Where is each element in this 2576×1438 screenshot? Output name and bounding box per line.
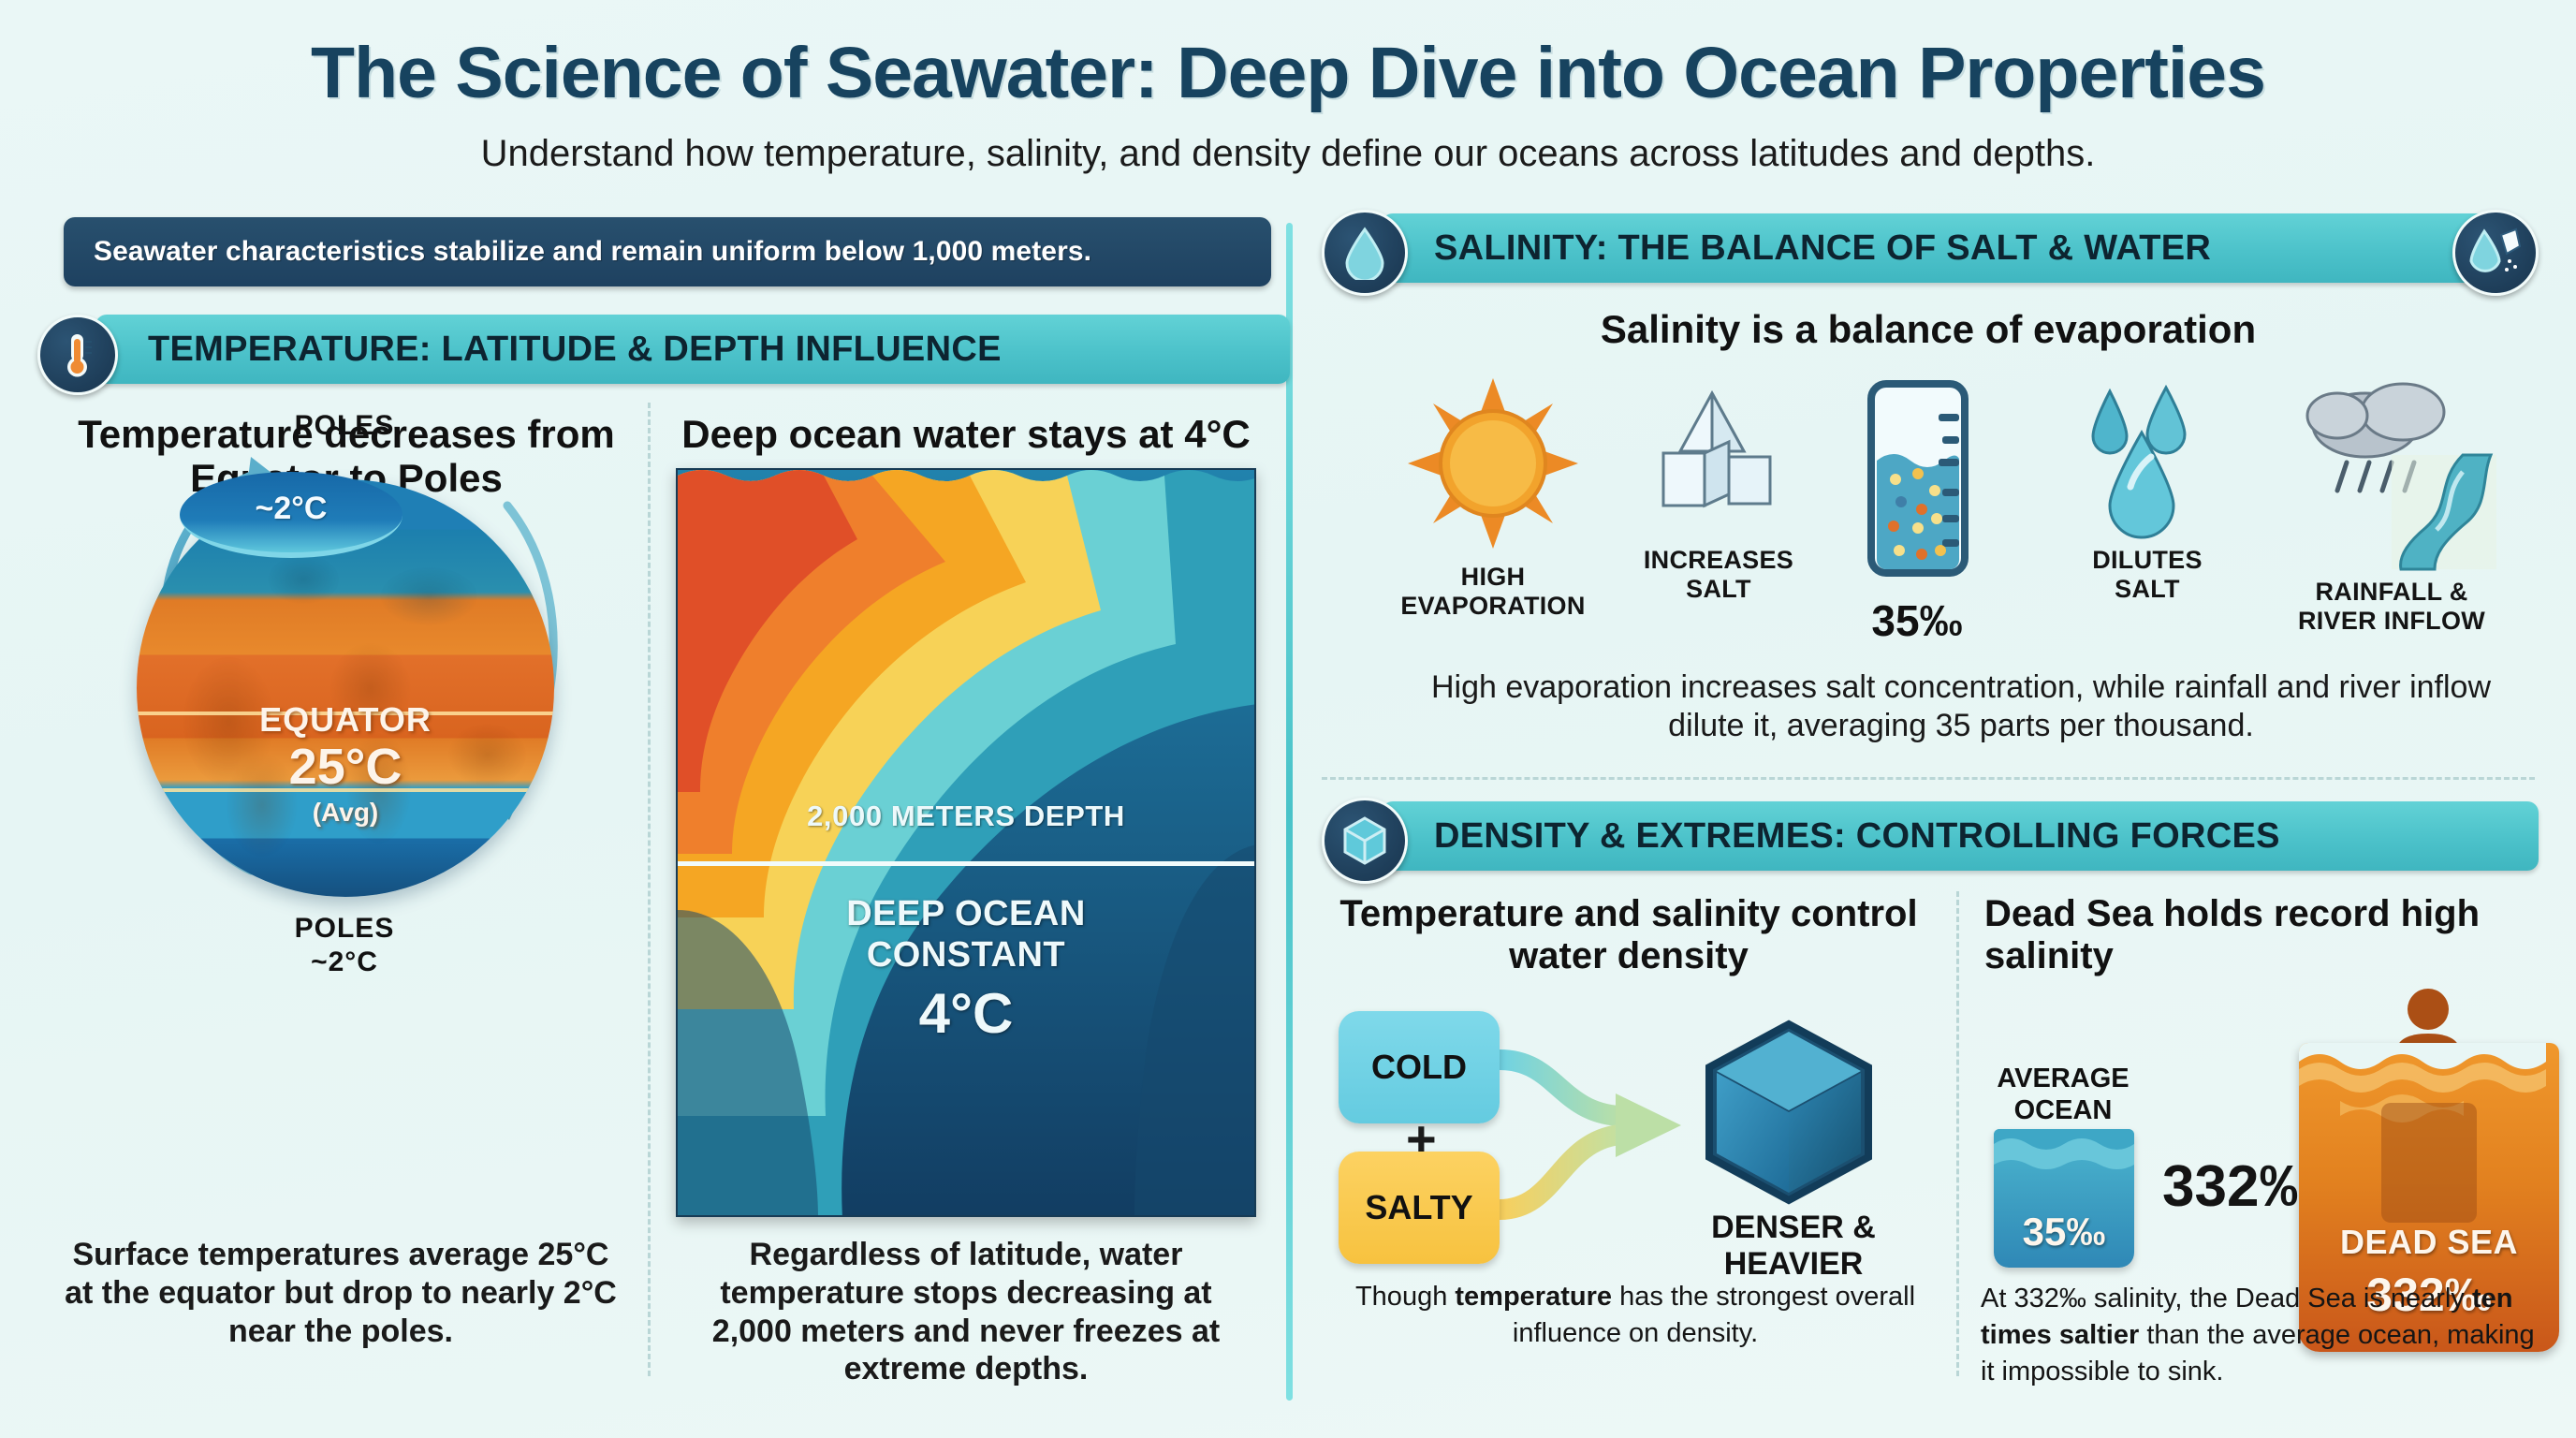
dead-sea-caption-pre: At 332‰ salinity, the Dead Sea is nearly <box>1981 1284 2472 1313</box>
equator-label: EQUATOR <box>259 700 432 739</box>
density-flow-diagram: COLD + SALTY DENSER & HEAVIER <box>1339 1011 1938 1282</box>
submerged-body-shadow <box>2381 1103 2477 1223</box>
dead-sea-caption: At 332‰ salinity, the Dead Sea is nearly… <box>1981 1281 2542 1390</box>
density-section-title: DENSITY & EXTREMES: CONTROLLING FORCES <box>1434 815 2280 856</box>
density-caption-pre: Though <box>1354 1282 1456 1312</box>
dead-sea-bar-value: 332‰ <box>2366 1269 2492 1321</box>
denser-heavier-label: DENSER & HEAVIER <box>1711 1210 1876 1283</box>
tropic-line-south <box>137 788 554 792</box>
deep-ocean-temperature: 4°C <box>918 982 1014 1046</box>
key-callout-banner: Seawater characteristics stabilize and r… <box>64 217 1271 286</box>
thermometer-icon <box>37 315 118 395</box>
column-divider <box>1286 223 1293 1401</box>
polar-cap: ~2°C <box>180 472 402 558</box>
dead-sea-bar: DEAD SEA 332‰ <box>2299 1043 2559 1352</box>
cube-icon <box>1322 798 1408 884</box>
dead-sea-caption-post: than the average ocean, making it imposs… <box>1981 1319 2535 1387</box>
poles-bottom-group: POLES ~2°C <box>82 912 607 979</box>
ocean-depth-diagram: 2,000 METERS DEPTH DEEP OCEAN CONSTANT 4… <box>676 468 1256 1217</box>
salinity-subheading: Salinity is a balance of evaporation <box>1600 307 2257 351</box>
salinity-density-divider <box>1322 777 2535 780</box>
cold-chip-label: COLD <box>1371 1048 1467 1086</box>
temperature-section-title: TEMPERATURE: LATITUDE & DEPTH INFLUENCE <box>148 329 1002 369</box>
temperature-section-header: TEMPERATURE: LATITUDE & DEPTH INFLUENCE <box>37 315 1290 395</box>
salty-chip: SALTY <box>1339 1152 1500 1264</box>
salinity-item-rainfall-river: RAINFALL & RIVER INFLOW <box>2256 374 2527 637</box>
density-caption: Though temperature has the strongest ove… <box>1340 1279 1930 1352</box>
density-caption-bold: temperature <box>1455 1282 1613 1312</box>
poles-bottom-temperature: ~2°C <box>311 946 378 977</box>
poles-top-label: POLES <box>294 410 395 441</box>
density-caption-post: has the strongest overall influence on d… <box>1512 1282 1916 1348</box>
salinity-caption: High evaporation increases salt concentr… <box>1430 669 2492 743</box>
deep-ocean-label-line1: DEEP OCEAN <box>846 894 1086 933</box>
dead-sea-bar-label: DEAD SEA <box>2339 1223 2519 1261</box>
dead-sea-comparison: AVERAGE OCEAN 35‰ 332‰ DEAD SEA 332‰ <box>1975 989 2574 1352</box>
salinity-item-dilutes-salt: DILUTES SALT <box>2037 382 2258 605</box>
globe-panel-caption: Surface temperatures average 25°C at the… <box>65 1237 617 1349</box>
poles-bottom-label: POLES <box>294 913 395 944</box>
temperature-section-bar: TEMPERATURE: LATITUDE & DEPTH INFLUENCE <box>95 315 1290 384</box>
density-panel-title: Temperature and salinity control water d… <box>1339 893 1918 976</box>
salinity-item-dilutes-salt-label: DILUTES SALT <box>2092 546 2203 604</box>
tropic-line-north <box>137 712 554 715</box>
equator-temperature-note: (Avg) <box>312 798 379 827</box>
poles-top-temperature: ~2°C <box>255 490 328 526</box>
depth-marker-line <box>678 861 1254 866</box>
salt-shaker-icon <box>2452 210 2539 296</box>
page-subtitle: Understand how temperature, salinity, an… <box>480 133 2096 174</box>
salinity-section-title: SALINITY: THE BALANCE OF SALT & WATER <box>1434 227 2212 268</box>
ocean-layers <box>678 470 1254 1215</box>
water-drop-icon <box>1322 210 1408 296</box>
salinity-item-increases-salt-label: INCREASES SALT <box>1643 546 1794 604</box>
equator-temperature: 25°C <box>288 739 402 795</box>
average-ocean-value: 35‰ <box>2022 1210 2106 1254</box>
dense-cube-icon <box>1705 1020 1872 1205</box>
dead-sea-caption-bold: ten times saltier <box>1981 1284 2513 1350</box>
dead-sea-highlight-value: 332‰ <box>2162 1154 2318 1219</box>
key-callout-text: Seawater characteristics stabilize and r… <box>94 236 1092 267</box>
density-inner-divider <box>1956 891 1959 1376</box>
density-flow-arrows <box>1489 1049 1681 1220</box>
deep-ocean-label-line2: CONSTANT <box>866 935 1066 976</box>
salinity-section-bar: SALINITY: THE BALANCE OF SALT & WATER <box>1382 213 2501 283</box>
ocean-wave-pattern <box>1994 1129 2134 1169</box>
beaker-salinity-value: 35‰ <box>1871 596 1963 645</box>
salinity-item-increases-salt: INCREASES SALT <box>1608 388 1829 605</box>
density-section-header: DENSITY & EXTREMES: CONTROLLING FORCES <box>1322 798 2539 884</box>
dead-sea-panel-title: Dead Sea holds record high salinity <box>1984 893 2481 976</box>
page-title: The Science of Seawater: Deep Dive into … <box>311 33 2266 113</box>
depth-marker-label: 2,000 METERS DEPTH <box>807 800 1125 832</box>
globe-diagram: POLES EQUATOR 25°C (Avg) ~2°C POLES ~2°C <box>82 410 607 977</box>
ocean-panel-caption: Regardless of latitude, water temperatur… <box>711 1237 1221 1387</box>
salinity-item-evaporation-label: HIGH EVAPORATION <box>1400 563 1586 621</box>
dead-sea-wave-pattern <box>2299 1043 2546 1123</box>
cold-chip: COLD <box>1339 1011 1500 1123</box>
salt-crystals-icon <box>1661 389 1772 508</box>
salinity-item-rainfall-river-label: RAINFALL & RIVER INFLOW <box>2297 578 2486 636</box>
density-section-bar: DENSITY & EXTREMES: CONTROLLING FORCES <box>1382 801 2539 871</box>
average-ocean-bar: 35‰ <box>1994 1129 2134 1268</box>
salinity-icon-row: HIGH EVAPORATION INCREASES SALT <box>1376 374 2527 646</box>
sun-icon <box>1408 378 1578 549</box>
salinity-section-header: SALINITY: THE BALANCE OF SALT & WATER <box>1322 210 2539 296</box>
water-drops-icon <box>2091 384 2187 539</box>
rain-cloud-river-icon <box>2305 382 2496 571</box>
salty-chip-label: SALTY <box>1365 1188 1473 1226</box>
beaker-icon <box>1867 380 1969 577</box>
salinity-item-evaporation: HIGH EVAPORATION <box>1376 374 1610 622</box>
salinity-item-beaker <box>1835 378 2003 585</box>
ocean-panel-title: Deep ocean water stays at 4°C <box>681 412 1251 456</box>
average-ocean-label: AVERAGE OCEAN <box>1997 1064 2130 1125</box>
temperature-inner-divider <box>648 403 651 1376</box>
deep-ocean-constant-block: DEEP OCEAN CONSTANT 4°C <box>678 893 1254 1046</box>
